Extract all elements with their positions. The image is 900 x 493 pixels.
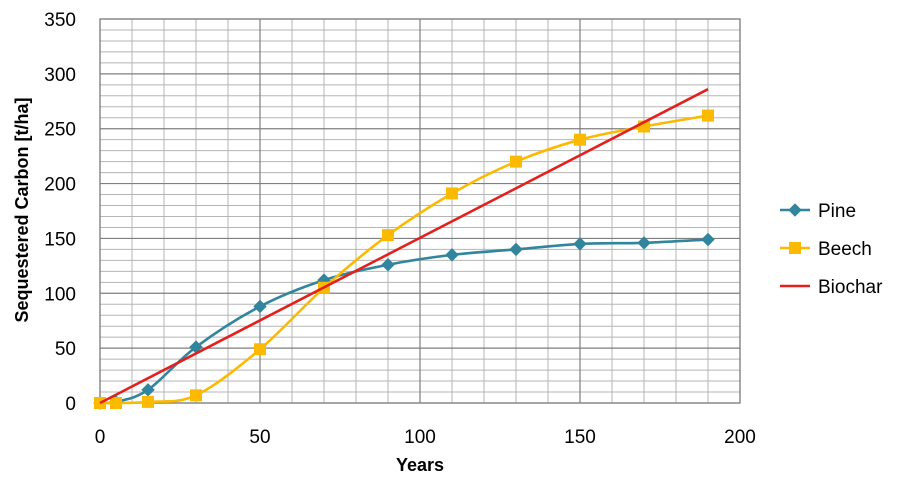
y-tick-label: 100 (44, 284, 76, 305)
y-tick-label: 0 (65, 394, 76, 415)
plot-border (99, 18, 741, 404)
x-tick-label: 0 (95, 427, 106, 448)
series-biochar (99, 88, 709, 405)
plot-area-border (99, 18, 741, 404)
data-point-beech (382, 229, 394, 242)
series-line-pine (99, 238, 709, 405)
data-point-pine (445, 248, 459, 262)
data-point-beech (190, 389, 202, 402)
data-point-pine (141, 383, 155, 397)
data-point-beech (446, 187, 458, 200)
y-tick-label: 200 (44, 175, 76, 196)
legend-marker (789, 242, 801, 254)
y-tick-label: 50 (55, 339, 76, 360)
data-point-beech (142, 395, 154, 408)
series-beech (94, 109, 714, 409)
legend: Pine Beech Biochar (780, 201, 883, 298)
series-line-biochar (99, 88, 709, 405)
series-pine (93, 232, 715, 410)
data-point-beech (110, 397, 122, 409)
legend-label: Beech (818, 239, 872, 260)
x-tick-label: 100 (404, 427, 436, 448)
data-point-pine (509, 242, 523, 257)
data-point-beech (510, 155, 522, 168)
x-axis-ticks: 0 50 100 150 200 (95, 427, 756, 448)
x-tick-label: 200 (724, 427, 756, 448)
y-tick-label: 150 (44, 229, 76, 250)
legend-item-beech: Beech (780, 239, 872, 260)
data-point-pine (637, 236, 651, 250)
data-point-pine (253, 299, 267, 314)
legend-item-pine: Pine (780, 201, 856, 222)
data-point-beech (702, 109, 714, 122)
y-tick-label: 350 (44, 10, 76, 31)
x-tick-label: 50 (249, 427, 270, 448)
legend-item-biochar: Biochar (780, 277, 883, 298)
y-axis-title: Sequestered Carbon [t/ha] (12, 97, 32, 322)
legend-label: Biochar (818, 277, 883, 298)
y-tick-label: 300 (44, 65, 76, 86)
y-axis-ticks: 0 50 100 150 200 250 300 350 (44, 10, 76, 415)
data-point-beech (574, 133, 586, 146)
data-point-beech (254, 343, 266, 356)
x-axis-title: Years (396, 455, 444, 475)
data-point-pine (573, 237, 587, 251)
series-layer (93, 88, 715, 410)
y-tick-label: 250 (44, 120, 76, 141)
legend-marker (788, 203, 802, 217)
data-point-pine (381, 258, 395, 272)
data-point-pine (701, 232, 715, 247)
legend-label: Pine (818, 201, 856, 222)
x-tick-label: 150 (564, 427, 596, 448)
series-line-beech (99, 114, 709, 405)
